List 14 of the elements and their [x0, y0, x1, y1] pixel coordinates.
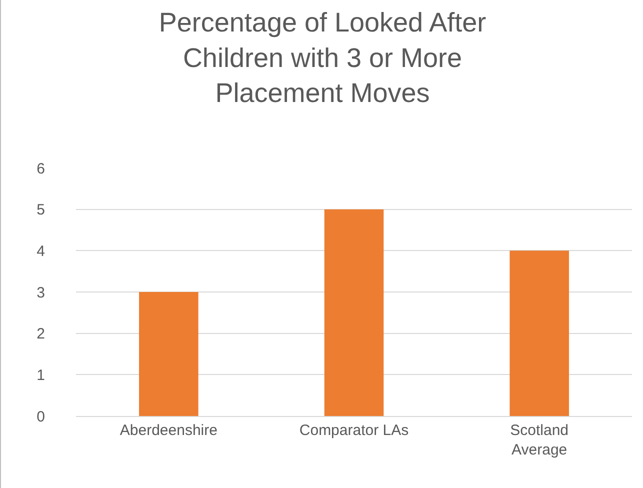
y-tick-label: 3 — [36, 284, 45, 302]
bar — [139, 292, 198, 416]
bar — [324, 209, 384, 416]
y-tick-label: 1 — [36, 366, 45, 384]
x-tick-label: Scotland Average — [510, 422, 569, 458]
y-tick-label: 0 — [36, 408, 45, 426]
y-tick-label: 5 — [36, 202, 45, 219]
bar — [510, 250, 569, 416]
y-tick-label: 6 — [36, 160, 45, 178]
x-tick-label: Aberdeenshire — [120, 422, 218, 439]
y-tick-label: 4 — [36, 242, 45, 260]
y-tick-label: 2 — [36, 326, 45, 343]
chart-title: Percentage of Looked After Children with 3 or More Placement Moves — [158, 8, 486, 108]
x-tick-label: Comparator LAs — [299, 422, 409, 439]
